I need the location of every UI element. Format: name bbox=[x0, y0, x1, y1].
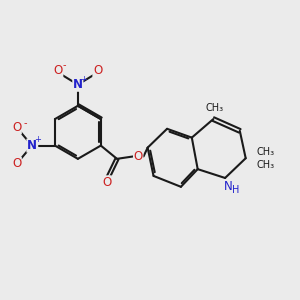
Text: N: N bbox=[224, 180, 233, 193]
Text: O: O bbox=[12, 157, 21, 170]
Text: CH₃: CH₃ bbox=[257, 147, 275, 157]
Text: CH₃: CH₃ bbox=[257, 160, 275, 170]
Text: +: + bbox=[80, 75, 87, 84]
Text: -: - bbox=[23, 118, 27, 128]
Text: -: - bbox=[63, 60, 66, 70]
Text: +: + bbox=[34, 135, 41, 144]
Text: O: O bbox=[93, 64, 102, 77]
Text: H: H bbox=[232, 185, 239, 195]
Text: O: O bbox=[53, 64, 63, 77]
Text: N: N bbox=[27, 139, 37, 152]
Text: O: O bbox=[102, 176, 111, 189]
Text: O: O bbox=[12, 121, 21, 134]
Text: CH₃: CH₃ bbox=[206, 103, 224, 113]
Text: N: N bbox=[73, 78, 83, 91]
Text: O: O bbox=[134, 150, 143, 163]
